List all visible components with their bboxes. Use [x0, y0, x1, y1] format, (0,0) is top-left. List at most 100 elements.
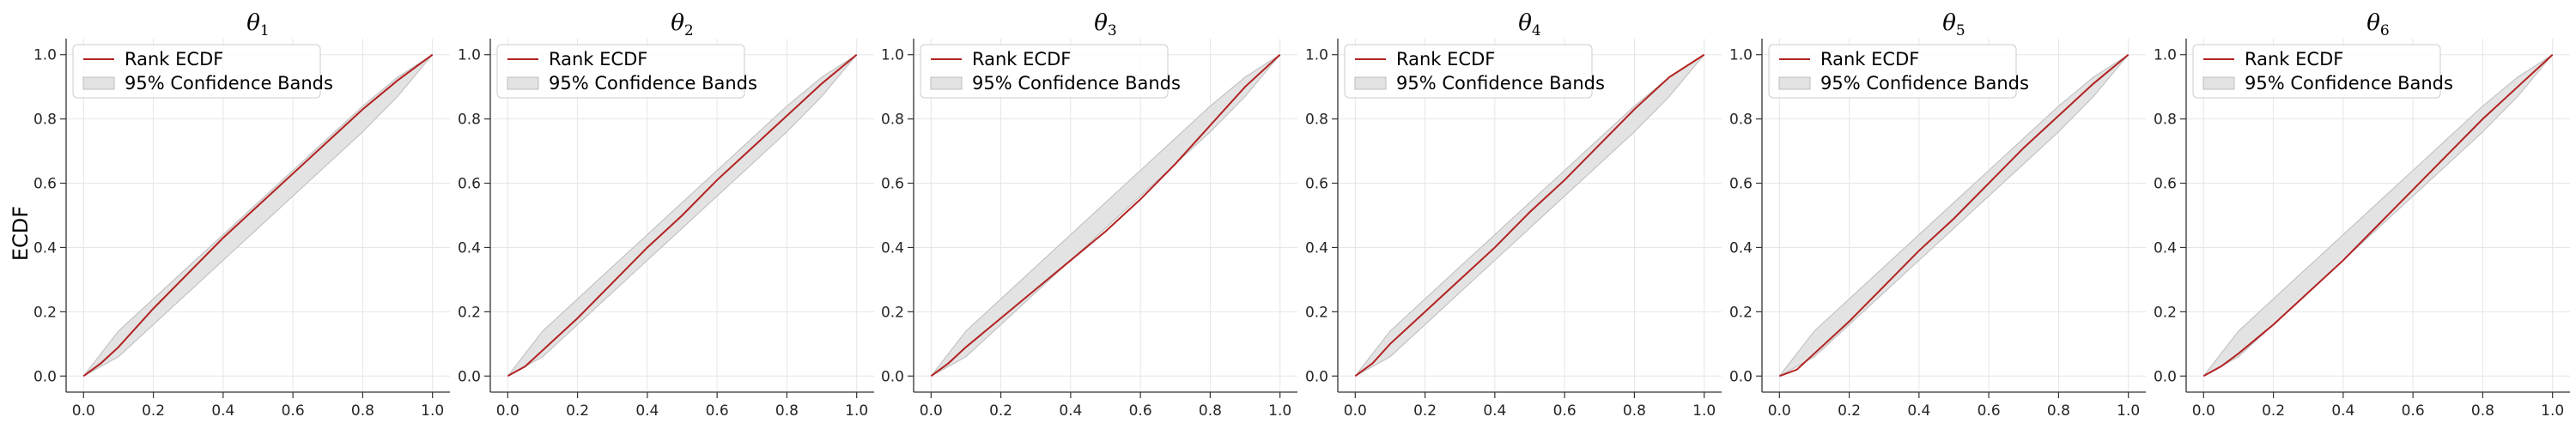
x-tick-label: 0.6: [1129, 402, 1152, 420]
ecdf-panel-1: 0.0 0.2 0.4 0.6 0.8 1.0 0.0 0.2 0.4 0.6 0.8 1.0 θ1 Ra…: [33, 10, 450, 420]
x-tick-label: 0.8: [1623, 402, 1646, 420]
legend-band-swatch: [507, 76, 539, 90]
legend-label-band: 95% Confidence Bands: [549, 73, 757, 94]
ecdf-panel-4: 0.0 0.2 0.4 0.6 0.8 1.0 0.0 0.2 0.4 0.6 0.8 1.0 θ4 Ra…: [1305, 10, 1722, 420]
x-tick-label: 1.0: [1268, 402, 1291, 420]
legend-label-ecdf: Rank ECDF: [549, 49, 647, 69]
y-tick-label: 0.6: [881, 176, 904, 193]
x-tick-label: 0.8: [2471, 402, 2494, 420]
x-tick-label: 1.0: [845, 402, 868, 420]
x-tick-label: 0.6: [1553, 402, 1577, 420]
y-tick-label: 0.2: [33, 304, 57, 321]
legend-box: [1768, 44, 2017, 99]
legend-label-ecdf: Rank ECDF: [972, 49, 1071, 69]
x-tick-label: 0.4: [211, 402, 234, 420]
x-tick-label: 0.0: [496, 402, 519, 420]
y-tick-label: 0.0: [1305, 368, 1328, 385]
rank-ecdf-line: [1778, 53, 2129, 378]
panel-title-symbol: θ: [1518, 10, 1532, 36]
panel-title: θ3: [1094, 10, 1116, 39]
x-tick-label: 0.2: [1413, 402, 1437, 420]
ecdf-panel-3: 0.0 0.2 0.4 0.6 0.8 1.0 0.0 0.2 0.4 0.6 0.8 1.0 θ3 Ra…: [881, 10, 1297, 420]
x-tick-label: 0.6: [1978, 402, 2001, 420]
panel-title: θ2: [671, 10, 693, 39]
x-tick-label: 0.2: [989, 402, 1012, 420]
y-tick-label: 1.0: [1305, 47, 1328, 64]
legend-band-swatch: [930, 76, 963, 90]
legend-band-swatch: [1354, 76, 1387, 90]
y-tick-label: 0.8: [33, 112, 57, 129]
x-tick-label: 0.4: [1059, 402, 1082, 420]
legend: Rank ECDF 95% Confidence Bands: [1344, 44, 1605, 99]
x-tick-label: 0.2: [142, 402, 165, 420]
x-tick-label: 0.8: [2047, 402, 2070, 420]
y-tick-label: 0.2: [881, 304, 904, 321]
y-tick-label: 0.4: [33, 239, 57, 257]
x-tick-label: 1.0: [2117, 402, 2140, 420]
y-tick-label: 0.2: [1305, 304, 1328, 321]
y-tick-label: 0.8: [1305, 112, 1328, 129]
panel-title: θ4: [1518, 10, 1540, 39]
legend-band-swatch: [2202, 76, 2235, 90]
legend-band-swatch: [82, 76, 115, 90]
panel-title-subscript: 1: [260, 22, 270, 39]
x-tick-label: 0.6: [2402, 402, 2425, 420]
legend-label-ecdf: Rank ECDF: [2245, 49, 2343, 69]
x-tick-label: 0.4: [1907, 402, 1930, 420]
panel-title-subscript: 5: [1956, 22, 1965, 39]
panel-title-subscript: 6: [2380, 22, 2390, 39]
x-tick-label: 0.4: [1483, 402, 1506, 420]
ecdf-panel-6: 0.0 0.2 0.4 0.6 0.8 1.0 0.0 0.2 0.4 0.6 0.8 1.0 θ6 Ra…: [2154, 10, 2570, 420]
y-tick-label: 0.2: [2154, 304, 2177, 321]
legend-box: [72, 44, 321, 99]
panels: 0.0 0.2 0.4 0.6 0.8 1.00.00.20.40.60.81.0θ1Ra…: [33, 10, 2570, 420]
y-tick-label: 0.0: [1729, 368, 1753, 385]
legend-label-ecdf: Rank ECDF: [1820, 49, 1919, 69]
y-tick-label: 0.2: [1729, 304, 1753, 321]
legend-label-band: 95% Confidence Bands: [125, 73, 333, 94]
y-tick-label: 1.0: [1729, 47, 1753, 64]
y-tick-label: 0.4: [458, 239, 481, 257]
x-tick-label: 0.8: [775, 402, 799, 420]
y-tick-label: 1.0: [2154, 47, 2177, 64]
y-tick-label: 0.6: [2154, 176, 2177, 193]
y-tick-label: 1.0: [33, 47, 57, 64]
legend: Rank ECDF 95% Confidence Bands: [496, 44, 757, 99]
panel-title-symbol: θ: [2366, 10, 2380, 36]
y-tick-label: 0.8: [458, 112, 481, 129]
x-tick-label: 0.4: [2331, 402, 2354, 420]
y-tick-label: 0.6: [33, 176, 57, 193]
panel-title-subscript: 3: [1108, 22, 1117, 39]
panel-title-symbol: θ: [246, 10, 260, 36]
rank-ecdf-line: [82, 53, 434, 378]
legend-label-band: 95% Confidence Bands: [2245, 73, 2453, 94]
legend-box: [920, 44, 1169, 99]
y-tick-label: 0.6: [1305, 176, 1328, 193]
y-tick-label: 1.0: [881, 47, 904, 64]
x-tick-label: 0.4: [635, 402, 659, 420]
legend-label-band: 95% Confidence Bands: [1820, 73, 2029, 94]
y-axis-label: ECDF: [9, 206, 33, 261]
rank-ecdf-line: [930, 53, 1281, 378]
x-tick-label: 0.0: [2192, 402, 2215, 420]
legend-label-band: 95% Confidence Bands: [972, 73, 1181, 94]
panel-title: θ5: [1942, 10, 1965, 39]
rank-ecdf-line: [507, 53, 858, 378]
x-tick-label: 0.6: [706, 402, 729, 420]
x-tick-label: 0.2: [2262, 402, 2285, 420]
panel-title-subscript: 4: [1532, 22, 1541, 39]
x-tick-label: 0.2: [1838, 402, 1861, 420]
y-tick-label: 0.6: [1729, 176, 1753, 193]
legend: Rank ECDF 95% Confidence Bands: [72, 44, 333, 99]
rank-ecdf-line: [2202, 53, 2554, 378]
legend-band-swatch: [1778, 76, 1811, 90]
legend-box: [496, 44, 745, 99]
x-tick-label: 0.6: [282, 402, 305, 420]
y-tick-label: 0.4: [1729, 239, 1753, 257]
y-tick-label: 0.0: [33, 368, 57, 385]
y-tick-label: 0.0: [458, 368, 481, 385]
panel-title-symbol: θ: [671, 10, 684, 36]
x-tick-label: 0.0: [1344, 402, 1367, 420]
x-tick-label: 0.0: [920, 402, 943, 420]
